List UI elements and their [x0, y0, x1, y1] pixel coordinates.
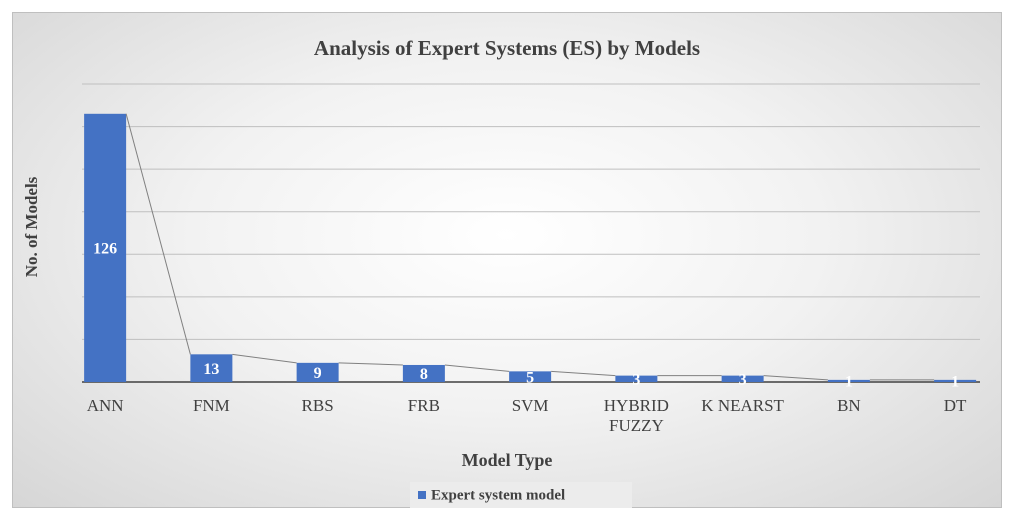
chart-title: Analysis of Expert Systems (ES) by Model… — [314, 36, 700, 60]
value-label: 1 — [845, 374, 853, 391]
bar — [296, 362, 339, 382]
x-axis-title: Model Type — [462, 450, 553, 470]
bar — [934, 379, 977, 382]
bar — [402, 364, 445, 382]
bar — [721, 375, 764, 382]
series-line — [232, 353, 297, 364]
chart-area — [12, 12, 1002, 508]
value-label: 3 — [739, 371, 747, 388]
value-label: 126 — [93, 241, 117, 258]
y-axis-title: No. of Models — [22, 176, 41, 277]
bar — [190, 354, 233, 382]
x-tick-label: ANN — [86, 396, 124, 415]
series-line — [444, 364, 510, 372]
value-label: 1 — [951, 374, 959, 391]
x-tick-label: SVM — [511, 396, 549, 415]
bar — [509, 371, 552, 382]
x-tick-label: K NEARST — [701, 396, 784, 415]
x-tick-label: HYBRID FUZZY — [603, 396, 669, 435]
value-label: 9 — [314, 365, 322, 382]
bar — [827, 379, 870, 382]
value-label: 8 — [420, 366, 428, 383]
x-tick-label: FNM — [192, 396, 230, 415]
bar — [84, 113, 127, 383]
bar — [615, 375, 658, 382]
legend-box — [410, 482, 632, 508]
x-tick-label: BN — [837, 396, 861, 415]
x-tick-label: FRB — [407, 396, 440, 415]
series-line — [763, 375, 828, 381]
series-line — [551, 370, 616, 377]
value-label: 3 — [632, 371, 640, 388]
series-line — [125, 113, 191, 355]
series-line — [338, 362, 403, 366]
value-label: 13 — [203, 361, 219, 378]
legend-swatch — [418, 491, 426, 499]
value-label: 5 — [526, 369, 534, 386]
x-tick-label: RBS — [301, 396, 334, 415]
x-tick-label: DT — [943, 396, 967, 415]
legend-label: Expert system model — [431, 487, 565, 503]
